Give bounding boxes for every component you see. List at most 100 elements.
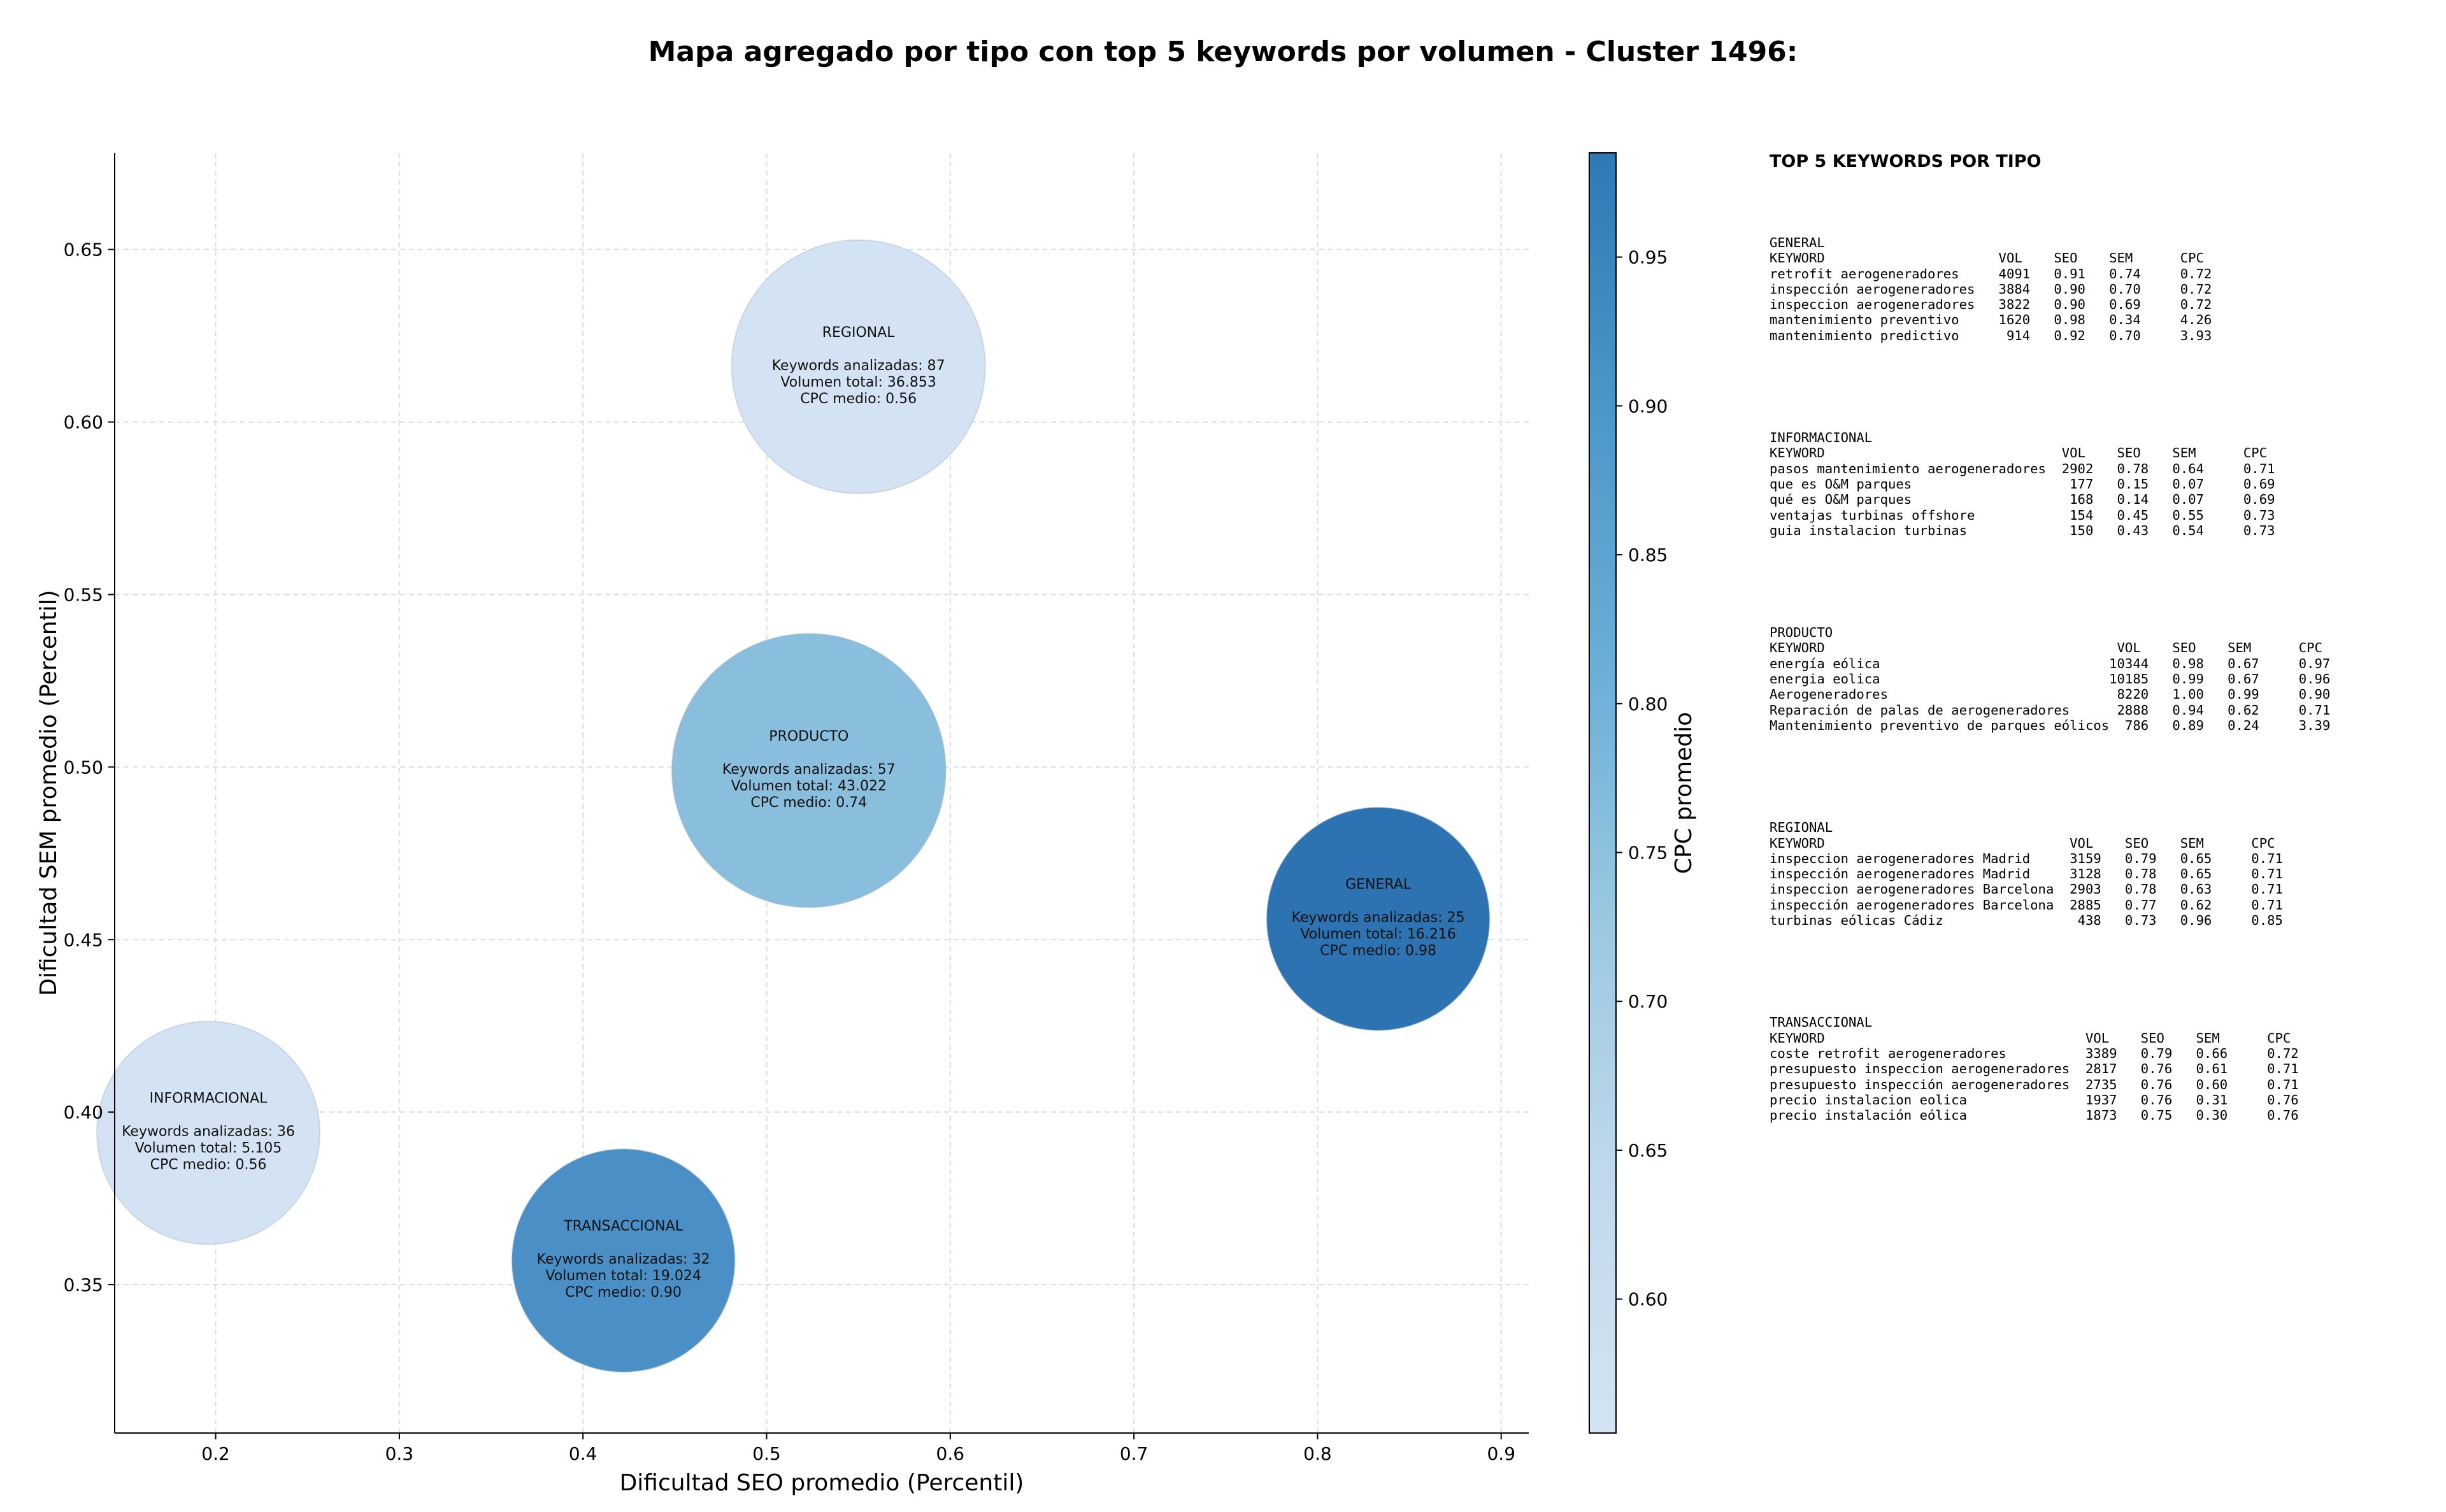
keyword-table-row: pasos mantenimiento aerogeneradores 2902… xyxy=(1770,460,2275,476)
bubble-circle xyxy=(1266,806,1491,1031)
axes xyxy=(114,153,1529,1434)
bubble-keywords-label: Keywords analizadas: 32 xyxy=(537,1252,710,1267)
x-tick-label: 0.6 xyxy=(936,1443,965,1464)
keyword-table-row: mantenimiento preventivo 1620 0.98 0.34 … xyxy=(1770,312,2212,328)
keyword-tables: GENERAL KEYWORD VOL SEO SEM CPC retrofit a… xyxy=(1770,235,2432,1123)
keyword-table-row: qué es O&M parques 168 0.14 0.07 0.69 xyxy=(1770,492,2275,508)
colorbar-tick-label: 0.60 xyxy=(1628,1289,1668,1310)
bubble-keywords-label: Keywords analizadas: 87 xyxy=(772,358,945,374)
keyword-table-row: ventajas turbinas offshore 154 0.45 0.55… xyxy=(1770,507,2275,523)
bubble-volume-label: Volumen total: 43.022 xyxy=(731,778,887,794)
keyword-table-type: GENERAL xyxy=(1770,235,1825,250)
bubble-name-label: INFORMACIONAL xyxy=(150,1091,268,1107)
keyword-table-row: retrofit aerogeneradores 4091 0.91 0.74 … xyxy=(1770,266,2212,282)
y-tick-label: 0.35 xyxy=(64,1274,103,1295)
x-tick-label: 0.2 xyxy=(201,1443,230,1464)
colorbar-tick-label: 0.90 xyxy=(1628,396,1668,417)
keyword-table-header: KEYWORD VOL SEO SEM CPC xyxy=(1770,445,2268,461)
bubble-name-label: GENERAL xyxy=(1345,877,1412,893)
y-tick-label: 0.45 xyxy=(64,929,103,950)
bubble-cpc-label: CPC medio: 0.74 xyxy=(750,795,867,811)
x-tick-label: 0.7 xyxy=(1120,1443,1148,1464)
keyword-table-type: REGIONAL xyxy=(1770,820,1833,836)
top-keywords-panel: TOP 5 KEYWORDS POR TIPO GENERAL KEYWORD V… xyxy=(1770,152,2432,1209)
keyword-table-header: KEYWORD VOL SEO SEM CPC xyxy=(1770,1030,2291,1046)
bubble-volume-label: Volumen total: 19.024 xyxy=(545,1268,701,1284)
keyword-table-row: energia eolica 10185 0.99 0.67 0.96 xyxy=(1770,671,2331,687)
keyword-table-row: coste retrofit aerogeneradores 3389 0.79… xyxy=(1770,1045,2299,1061)
bubble-name-label: PRODUCTO xyxy=(769,729,848,745)
keyword-table-row: presupuesto inspeccion aerogeneradores 2… xyxy=(1770,1061,2299,1077)
y-ticks: 0.35 0.40 0.45 0.50 0.55 0.60 0.65 xyxy=(64,239,115,1295)
bubble-cpc-label: CPC medio: 0.90 xyxy=(565,1285,682,1301)
keyword-table-row: Aerogeneradores 8220 1.00 0.99 0.90 xyxy=(1770,687,2331,703)
keyword-table-row: Reparación de palas de aerogeneradores 2… xyxy=(1770,702,2331,718)
x-axis-label: Dificultad SEO promedio (Percentil) xyxy=(620,1470,1024,1496)
bubble-keywords-label: Keywords analizadas: 25 xyxy=(1292,910,1465,926)
bubble-informacional: INFORMACIONAL Keywords analizadas: 36Volu… xyxy=(96,1020,321,1245)
y-axis-label: Dificultad SEM promedio (Percentil) xyxy=(36,590,62,996)
keyword-table-regional: REGIONAL KEYWORD VOL SEO SEM CPC inspeccio… xyxy=(1770,820,2432,928)
bubble-circle xyxy=(671,632,947,908)
bubble-name-label: REGIONAL xyxy=(822,325,896,341)
chart-title: Mapa agregado por tipo con top 5 keyword… xyxy=(648,36,1798,68)
keyword-table-row: Mantenimiento preventivo de parques eóli… xyxy=(1770,717,2331,733)
keyword-table-row: inspeccion aerogeneradores Madrid 3159 0… xyxy=(1770,850,2283,866)
bubble-keywords-label: Keywords analizadas: 57 xyxy=(722,762,896,778)
colorbar-ticks: 0.60 0.65 0.70 0.75 0.80 0.85 0.90 0.95 xyxy=(1616,247,1668,1310)
colorbar: 0.60 0.65 0.70 0.75 0.80 0.85 0.90 0.95 CPC pro… xyxy=(1589,152,1697,1434)
keyword-table-row: que es O&M parques 177 0.15 0.07 0.69 xyxy=(1770,476,2275,492)
keyword-table-row: presupuesto inspección aerogeneradores 2… xyxy=(1770,1076,2299,1092)
keyword-table-type: TRANSACCIONAL xyxy=(1770,1015,1873,1031)
x-tick-label: 0.4 xyxy=(569,1443,597,1464)
keyword-table-row: precio instalacion eolica 1937 0.76 0.31… xyxy=(1770,1092,2299,1108)
y-tick-label: 0.40 xyxy=(64,1102,103,1123)
keyword-table-header: KEYWORD VOL SEO SEM CPC xyxy=(1770,250,2204,266)
y-tick-label: 0.55 xyxy=(64,584,103,605)
keyword-table-row: mantenimiento predictivo 914 0.92 0.70 3… xyxy=(1770,327,2212,343)
colorbar-bar xyxy=(1589,152,1617,1434)
bubble-volume-label: Volumen total: 36.853 xyxy=(780,374,936,390)
keyword-table-producto: PRODUCTO KEYWORD VOL SEO SEM CPC energía e… xyxy=(1770,625,2432,733)
keyword-table-informacional: INFORMACIONAL KEYWORD VOL SEO SEM CPC paso… xyxy=(1770,430,2432,538)
colorbar-tick-label: 0.70 xyxy=(1628,991,1668,1012)
bubble-transaccional: TRANSACCIONAL Keywords analizadas: 32Volu… xyxy=(511,1148,736,1373)
keyword-table-row: inspección aerogeneradores 3884 0.90 0.7… xyxy=(1770,281,2212,297)
colorbar-tick-label: 0.75 xyxy=(1628,842,1668,863)
bubble-name-label: TRANSACCIONAL xyxy=(563,1218,683,1234)
bubble-cpc-label: CPC medio: 0.56 xyxy=(800,391,917,407)
y-tick-label: 0.65 xyxy=(64,239,103,260)
bubble-volume-label: Volumen total: 5.105 xyxy=(135,1141,282,1157)
colorbar-tick-label: 0.85 xyxy=(1628,545,1668,566)
keyword-table-row: inspección aerogeneradores Madrid 3128 0… xyxy=(1770,866,2283,882)
x-tick-label: 0.3 xyxy=(385,1443,414,1464)
bubble-keywords-label: Keywords analizadas: 36 xyxy=(122,1124,295,1140)
bubble-volume-label: Volumen total: 16.216 xyxy=(1300,927,1455,943)
keyword-table-row: energía eólica 10344 0.98 0.67 0.97 xyxy=(1770,655,2331,671)
keyword-table-header: KEYWORD VOL SEO SEM CPC xyxy=(1770,640,2322,656)
keyword-table-row: guia instalacion turbinas 150 0.43 0.54 … xyxy=(1770,522,2275,538)
keyword-table-row: inspección aerogeneradores Barcelona 288… xyxy=(1770,897,2283,913)
x-tick-label: 0.8 xyxy=(1303,1443,1332,1464)
keyword-table-type: INFORMACIONAL xyxy=(1770,430,1873,446)
keyword-table-row: turbinas eólicas Cádiz 438 0.73 0.96 0.8… xyxy=(1770,913,2283,929)
keyword-table-row: precio instalación eólica 1873 0.75 0.30… xyxy=(1770,1108,2299,1123)
x-tick-label: 0.5 xyxy=(752,1443,781,1464)
bubble-circle xyxy=(511,1148,736,1373)
y-tick-label: 0.60 xyxy=(64,412,103,433)
bubble-cpc-label: CPC medio: 0.98 xyxy=(1320,943,1436,959)
keyword-table-header: KEYWORD VOL SEO SEM CPC xyxy=(1770,835,2275,851)
keyword-table-transaccional: TRANSACCIONAL KEYWORD VOL SEO SEM CPC cost… xyxy=(1770,1015,2432,1123)
top-keywords-heading: TOP 5 KEYWORDS POR TIPO xyxy=(1770,152,2042,171)
keyword-table-general: GENERAL KEYWORD VOL SEO SEM CPC retrofit a… xyxy=(1770,235,2432,343)
colorbar-tick-label: 0.95 xyxy=(1628,247,1668,268)
keyword-table-type: PRODUCTO xyxy=(1770,625,1833,641)
colorbar-tick-label: 0.65 xyxy=(1628,1140,1668,1161)
keyword-table-row: inspeccion aerogeneradores 3822 0.90 0.6… xyxy=(1770,297,2212,313)
colorbar-tick-label: 0.80 xyxy=(1628,694,1668,715)
